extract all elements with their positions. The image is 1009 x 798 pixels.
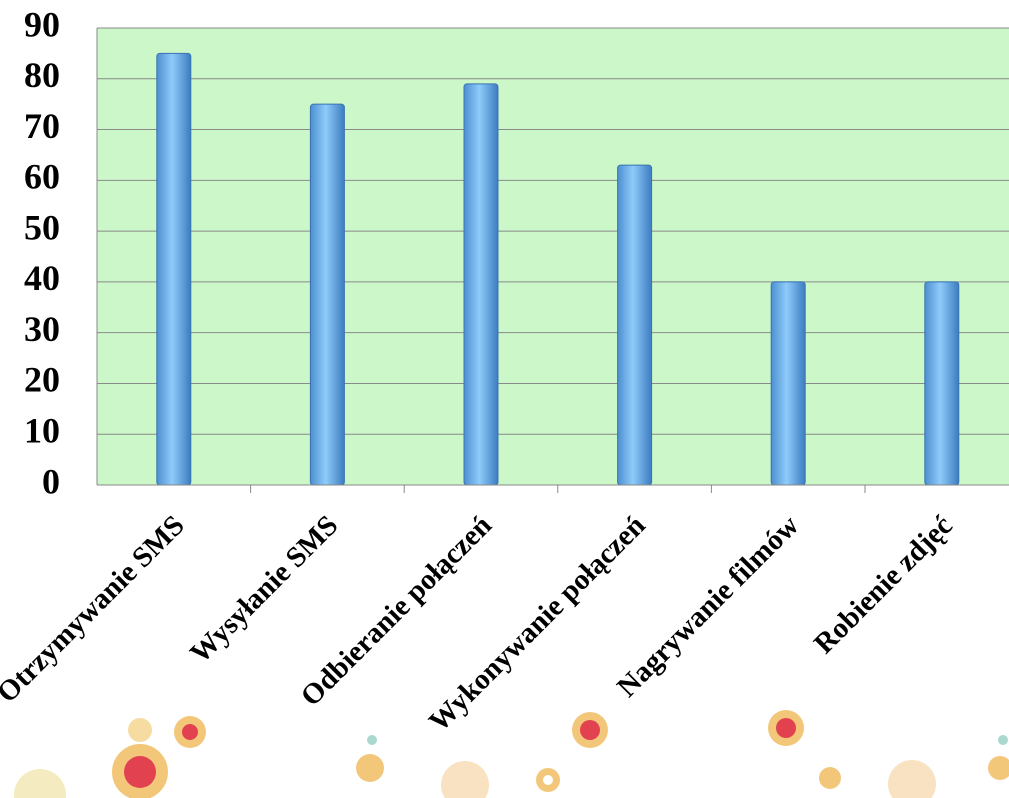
y-tick-label: 10: [24, 410, 60, 450]
bar: [924, 281, 960, 486]
x-tick-label: Wysyłanie SMS: [184, 509, 344, 669]
y-tick-label: 20: [24, 360, 60, 400]
y-tick-label: 30: [24, 309, 60, 349]
y-tick-label: 80: [24, 55, 60, 95]
y-tick-label: 70: [24, 106, 60, 146]
bar: [463, 83, 499, 486]
y-tick-label: 0: [42, 461, 60, 501]
y-tick-label: 60: [24, 157, 60, 197]
bar: [156, 52, 192, 486]
y-tick-label: 40: [24, 258, 60, 298]
decoration: [14, 710, 1009, 798]
y-tick-label: 50: [24, 207, 60, 247]
y-tick-label: 90: [24, 4, 60, 44]
bar: [309, 103, 345, 486]
plot-area: [97, 28, 1009, 485]
bar: [617, 164, 653, 486]
x-tick-label: Otrzymywanie SMS: [0, 509, 191, 709]
x-tick-label: Robienie zdjęć: [808, 509, 959, 660]
bar: [770, 281, 806, 486]
